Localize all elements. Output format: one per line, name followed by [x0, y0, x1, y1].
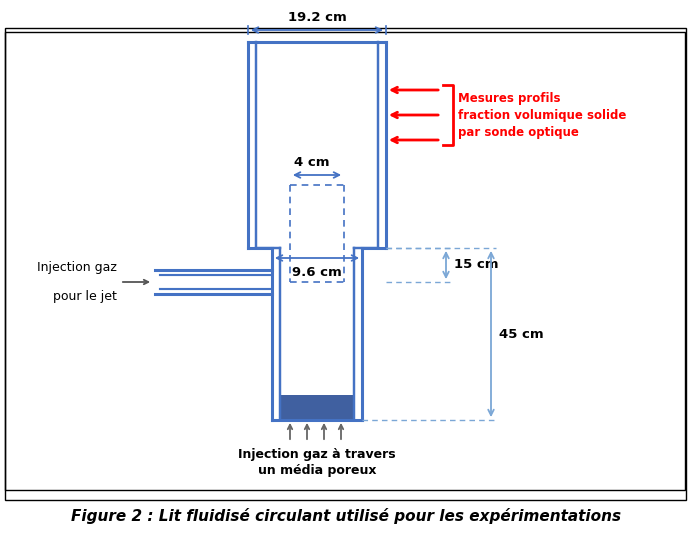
Text: Mesures profils
fraction volumique solide
par sonde optique: Mesures profils fraction volumique solid…: [458, 92, 626, 139]
Text: pour le jet: pour le jet: [53, 290, 117, 303]
Bar: [280, 395, 354, 420]
Text: un média poreux: un média poreux: [258, 464, 377, 477]
Bar: [5, 28, 686, 500]
Text: Injection gaz à travers: Injection gaz à travers: [238, 448, 396, 461]
Text: 45 cm: 45 cm: [499, 327, 544, 340]
Bar: [5, 32, 685, 490]
Text: Figure 2 : Lit fluidisé circulant utilisé pour les expérimentations: Figure 2 : Lit fluidisé circulant utilis…: [71, 508, 621, 524]
Text: 9.6 cm: 9.6 cm: [292, 266, 342, 279]
Text: 15 cm: 15 cm: [454, 259, 498, 272]
Text: 4 cm: 4 cm: [294, 156, 330, 169]
Text: Injection gaz: Injection gaz: [37, 261, 117, 274]
Text: 19.2 cm: 19.2 cm: [287, 11, 346, 24]
